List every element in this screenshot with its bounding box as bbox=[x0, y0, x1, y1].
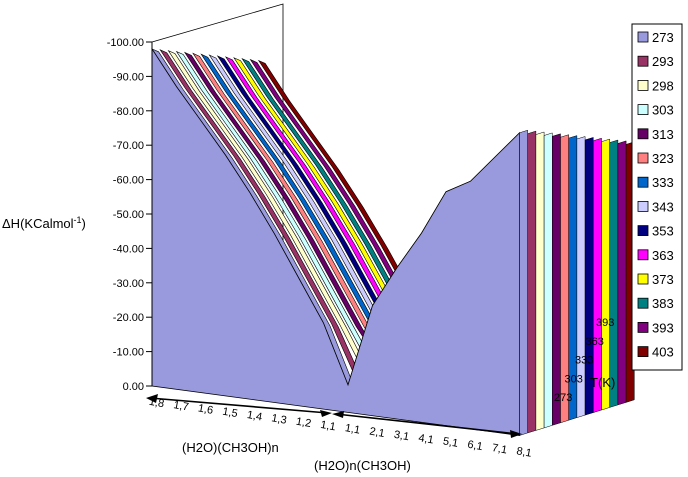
y-axis-label: ΔH(KCalmol-1) bbox=[2, 215, 86, 231]
y-tick-label: -90.00 bbox=[113, 71, 144, 83]
end-face-273 bbox=[519, 129, 528, 436]
x-tick-label: 7,1 bbox=[491, 442, 508, 456]
legend-label: 393 bbox=[652, 320, 674, 335]
y-tick-label: -80.00 bbox=[113, 106, 144, 118]
x-tick-label: 2,1 bbox=[368, 426, 385, 440]
y-tick-label: -20.00 bbox=[113, 312, 144, 324]
legend-item-383: 383 bbox=[637, 296, 674, 311]
legend-item-353: 353 bbox=[637, 224, 674, 239]
x-tick-label: 4,1 bbox=[417, 432, 434, 446]
y-ticks: -100.00 -90.00 -80.00 -70.00 -60.00 -50.00 -40… bbox=[107, 37, 152, 393]
legend-label: 373 bbox=[652, 272, 674, 287]
y-tick-label: -10.00 bbox=[113, 347, 144, 359]
legend-item-363: 363 bbox=[637, 248, 674, 263]
legend-item-333: 333 bbox=[637, 175, 674, 190]
z-tick-label: 333 bbox=[575, 355, 593, 367]
legend-swatch bbox=[637, 249, 649, 261]
legend-label: 403 bbox=[652, 345, 674, 360]
legend-item-303: 303 bbox=[637, 103, 674, 118]
x-tick-label: 8,1 bbox=[515, 445, 532, 459]
x-tick-label: 1,1 bbox=[319, 419, 336, 433]
legend-swatch bbox=[637, 152, 649, 164]
legend-label: 313 bbox=[652, 127, 674, 142]
legend-swatch bbox=[637, 80, 649, 91]
legend-label: 303 bbox=[652, 103, 674, 118]
right-series-arrow bbox=[332, 411, 522, 438]
legend-swatch bbox=[637, 200, 649, 212]
x-tick-label: 1,7 bbox=[172, 399, 189, 413]
z-tick-label: 303 bbox=[565, 373, 583, 385]
legend-swatch bbox=[637, 225, 649, 237]
legend-label: 363 bbox=[652, 248, 674, 263]
x-tick-label: 1,5 bbox=[221, 406, 238, 420]
end-face-373 bbox=[601, 138, 610, 411]
y-tick-label: -40.00 bbox=[113, 243, 144, 255]
end-face-363 bbox=[593, 137, 602, 413]
legend-box bbox=[631, 23, 683, 371]
legend-swatch bbox=[637, 346, 649, 358]
end-face-353 bbox=[584, 137, 594, 416]
x-tick-label: 5,1 bbox=[442, 435, 459, 449]
x-annotation-left: (H2O)(CH3OH)n bbox=[182, 440, 279, 455]
z-tick-label: 363 bbox=[586, 336, 604, 348]
x-tick-label: 1,1 bbox=[344, 422, 361, 436]
legend-swatch bbox=[637, 297, 649, 309]
legend-swatch bbox=[637, 273, 649, 285]
x-annotation-right: (H2O)n(CH3OH) bbox=[314, 458, 411, 473]
x-ticks: 1,8 1,7 1,6 1,5 1,4 1,3 1,2 1,1 1,1 2,1 3,1 4,1 5,1 6… bbox=[148, 396, 533, 460]
z-tick-label: 273 bbox=[554, 392, 572, 404]
legend-item-273: 273 bbox=[637, 30, 674, 45]
legend-label: 383 bbox=[652, 296, 674, 311]
y-tick-label: -70.00 bbox=[113, 140, 144, 152]
legend-item-393: 393 bbox=[637, 320, 674, 335]
legend-item-403: 403 bbox=[637, 345, 674, 360]
legend-label: 333 bbox=[652, 175, 674, 190]
legend-label: 323 bbox=[652, 151, 674, 166]
legend-swatch bbox=[637, 104, 649, 115]
y-tick-label: -30.00 bbox=[113, 278, 144, 290]
legend-item-323: 323 bbox=[637, 151, 674, 166]
y-tick-label: -60.00 bbox=[113, 175, 144, 187]
end-face-293 bbox=[527, 130, 537, 434]
legend-swatch bbox=[637, 176, 649, 188]
z-axis-label: T(K) bbox=[590, 375, 615, 390]
z-ticks: 273 303 333 363 393 bbox=[554, 317, 614, 404]
legend-swatch bbox=[637, 321, 649, 333]
legend-label: 343 bbox=[652, 199, 674, 214]
legend-swatch bbox=[637, 128, 649, 140]
left-series-arrow bbox=[146, 394, 332, 417]
legend-swatch bbox=[637, 31, 649, 43]
end-face-383 bbox=[609, 139, 619, 408]
legend-swatch bbox=[637, 55, 649, 67]
legend-item-298: 298 bbox=[637, 78, 674, 93]
z-tick-label: 393 bbox=[596, 317, 614, 329]
legend-item-313: 313 bbox=[637, 127, 674, 142]
x-tick-label: 6,1 bbox=[466, 439, 483, 453]
y-tick-label: -100.00 bbox=[107, 37, 144, 49]
x-tick-label: 1,6 bbox=[197, 402, 214, 416]
end-face-298 bbox=[535, 131, 545, 431]
x-tick-label: 1,4 bbox=[246, 409, 263, 423]
right-wall-stripes bbox=[519, 129, 635, 436]
legend: 273 293 298 303 313 323 333 343 353 363 373 383 393 4… bbox=[637, 30, 674, 360]
x-tick-label: 3,1 bbox=[393, 429, 410, 443]
legend-label: 293 bbox=[652, 54, 674, 69]
legend-label: 298 bbox=[652, 78, 674, 93]
end-face-313 bbox=[552, 133, 561, 426]
end-face-393 bbox=[617, 140, 627, 406]
legend-item-293: 293 bbox=[637, 54, 674, 69]
y-tick-label: 0.00 bbox=[123, 381, 144, 393]
legend-item-373: 373 bbox=[637, 272, 674, 287]
end-face-303 bbox=[543, 132, 553, 429]
legend-item-343: 343 bbox=[637, 199, 674, 214]
legend-label: 273 bbox=[652, 30, 674, 45]
y-tick-label: -50.00 bbox=[113, 209, 144, 221]
legend-label: 353 bbox=[652, 224, 674, 239]
x-tick-label: 1,2 bbox=[295, 416, 312, 430]
x-tick-label: 1,3 bbox=[270, 412, 287, 426]
